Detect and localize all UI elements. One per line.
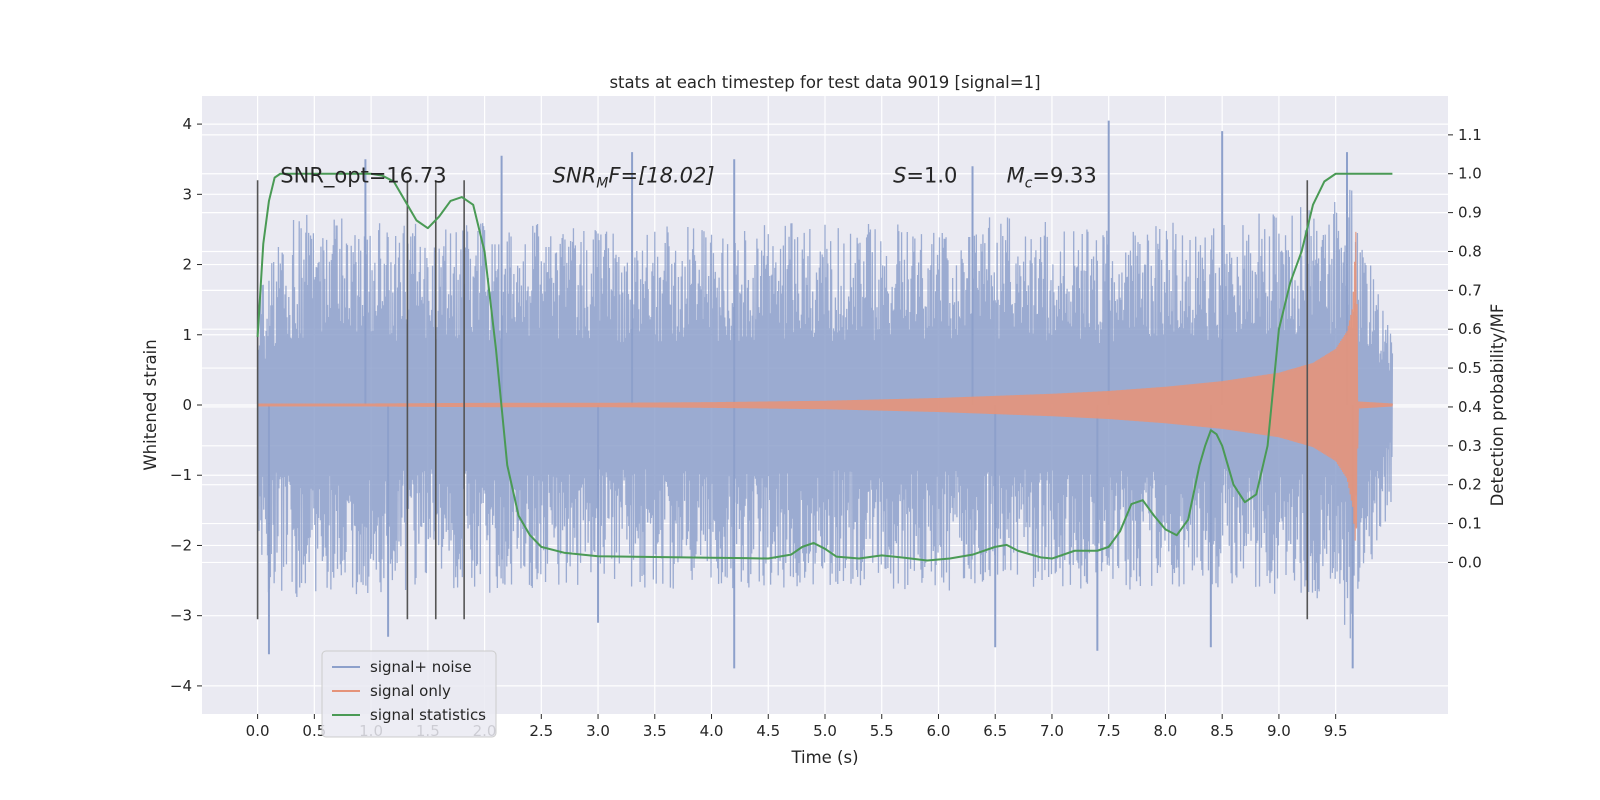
x-tick-label: 8.0 [1154,722,1178,740]
y-tick-label: −4 [170,677,192,695]
y-right-tick-label: 0.7 [1458,281,1482,299]
y-right-tick-label: 0.3 [1458,437,1482,455]
y-axis-label: Whitened strain [141,339,160,470]
x-tick-label: 3.0 [586,722,610,740]
series-signal-only [257,231,1393,541]
legend-label: signal statistics [370,706,486,724]
y-ticks-right: 1.1 1.0 0.9 0.8 0.7 0.6 0.5 0.4 0.3 0.2 0.1 0.0 [1448,126,1482,571]
legend-label: signal only [370,682,451,700]
y-right-tick-label: 0.5 [1458,359,1482,377]
annotation-0: SNR_opt=16.73 [280,163,446,188]
annotations: SNR_opt=16.73 SNRMF=[18.02] S=1.0 Mc=9.33 [280,163,1096,191]
annotation-2: S=1.0 [893,163,957,187]
series-signal-noise-peaks [267,120,1354,669]
y-axis-label-right: Detection probability/MF [1488,304,1507,507]
y-tick-label: 3 [182,185,192,203]
y-right-tick-label: 0.4 [1458,398,1482,416]
annotation-subscript: M [596,175,608,191]
y-tick-label: −1 [170,466,192,484]
series-layer [256,120,1394,669]
y-right-tick-label: 1.1 [1458,126,1482,144]
annotation-text: S [893,163,906,187]
y-tick-label: 4 [182,115,192,133]
x-tick-label: 8.5 [1210,722,1234,740]
annotation-rest: =9.33 [1032,163,1096,187]
y-right-tick-label: 0.0 [1458,553,1482,571]
x-tick-label: 3.5 [643,722,667,740]
annotation-rest: F=[18.02] [608,163,714,187]
x-tick-label: 6.5 [983,722,1007,740]
y-right-tick-label: 0.2 [1458,476,1482,494]
y-tick-label: 1 [182,326,192,344]
annotation-subscript: c [1025,175,1033,191]
stats-layer [256,172,1393,562]
x-tick-label: 0.5 [302,722,326,740]
y-right-tick-label: 0.9 [1458,204,1482,222]
annotation-3: Mc=9.33 [1007,163,1097,191]
y-right-tick-label: 1.0 [1458,165,1482,183]
x-tick-label: 7.5 [1097,722,1121,740]
legend-label: signal+ noise [370,658,472,676]
x-tick-label: 5.5 [870,722,894,740]
annotation-text: SNR_opt=16.73 [280,163,446,188]
x-tick-label: 4.0 [700,722,724,740]
x-tick-label: 5.0 [813,722,837,740]
y-right-tick-label: 0.1 [1458,515,1482,533]
y-ticks: 4 3 2 1 0 −1 −2 −3 −4 [170,115,202,695]
series-signal-noise [256,189,1394,639]
y-tick-label: −3 [170,607,192,625]
x-tick-label: 9.0 [1267,722,1291,740]
annotation-1: SNRMF=[18.02] [553,163,715,191]
annotation-text: SNR [553,163,597,187]
legend: signal+ noise signal only signal statistic… [321,650,497,738]
vlines [256,180,1309,620]
x-tick-label: 4.5 [756,722,780,740]
chart-title: stats at each timestep for test data 901… [609,73,1040,92]
x-tick-label: 0.0 [246,722,270,740]
y-tick-label: 0 [182,396,192,414]
annotation-rest: =1.0 [906,163,957,187]
y-tick-label: 2 [182,256,192,274]
x-tick-label: 7.0 [1040,722,1064,740]
x-tick-label: 6.0 [927,722,951,740]
y-right-tick-label: 0.8 [1458,242,1482,260]
annotation-text: M [1007,163,1025,187]
x-tick-label: 9.5 [1324,722,1348,740]
y-right-tick-label: 0.6 [1458,320,1482,338]
legend-box [321,650,497,738]
x-tick-label: 2.5 [529,722,553,740]
x-axis-label: Time (s) [790,748,858,767]
series-signal-statistics [256,172,1393,562]
y-tick-label: −2 [170,536,192,554]
